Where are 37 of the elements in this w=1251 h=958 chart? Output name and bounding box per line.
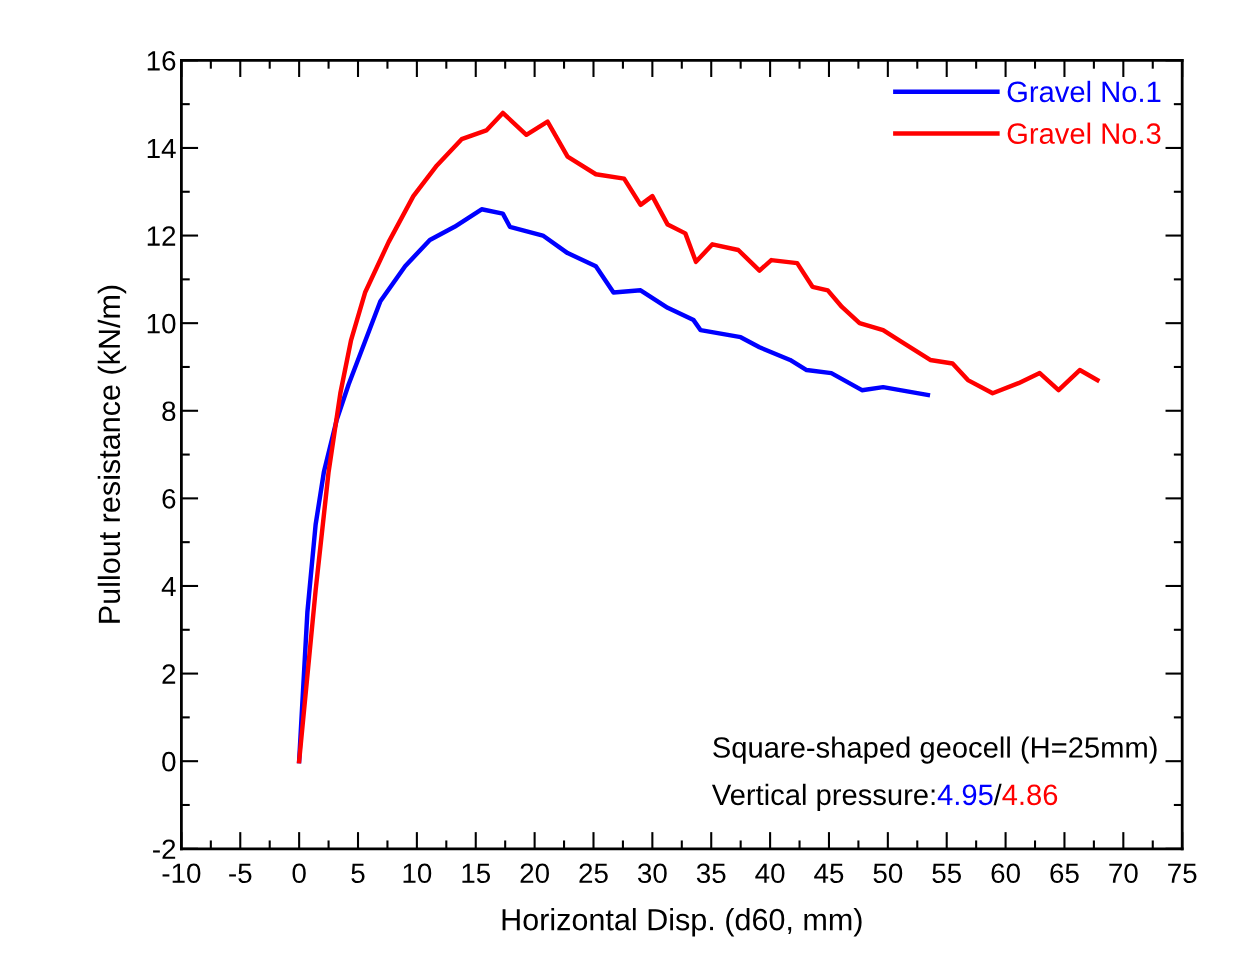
x-tick-label: 25: [579, 863, 608, 884]
x-tick-label: -10: [162, 863, 201, 884]
annotation: Vertical pressure:: [711, 783, 935, 811]
x-tick-label: 10: [403, 863, 432, 884]
y-tick-label: 12: [147, 226, 176, 246]
y-tick-label: 14: [147, 138, 176, 159]
x-tick-label: 20: [520, 863, 549, 884]
y-tick-label: -2: [153, 839, 176, 859]
x-tick-label: 15: [462, 863, 491, 884]
x-tick-label: 5: [351, 863, 365, 884]
y-tick-label: 4: [161, 576, 176, 597]
x-tick-label: 35: [696, 863, 726, 884]
y-tick-label: 6: [162, 489, 176, 509]
y-tick-label: 10: [147, 313, 176, 334]
x-tick-label: 30: [637, 863, 667, 884]
x-tick-label: 55: [932, 863, 961, 884]
annotation: 4.86: [1002, 784, 1058, 806]
y-tick-label: 2: [162, 664, 176, 684]
x-tick-label: 65: [1050, 863, 1079, 884]
x-tick-label: 45: [814, 863, 844, 884]
x-tick-label: 0: [292, 863, 306, 884]
y-axis-title: Pullout resistance (kN/m): [97, 285, 127, 623]
annotation: /: [993, 783, 1002, 806]
legend-label: Gravel No.1: [1007, 80, 1161, 103]
x-tick-label: 50: [873, 863, 903, 884]
legend-label: Gravel No.3: [1007, 122, 1161, 144]
annotation: Square-shaped geocell (H=25mm): [713, 736, 1157, 764]
y-tick-label: 0: [162, 751, 176, 772]
x-tick-label: 60: [991, 863, 1020, 884]
y-tick-label: 16: [147, 51, 176, 71]
x-axis-title: Horizontal Disp. (d60, mm): [502, 908, 862, 937]
x-tick-label: -5: [229, 863, 252, 884]
x-tick-label: 70: [1109, 863, 1138, 884]
x-tick-label: 40: [755, 863, 785, 884]
annotation: 4.95: [937, 784, 993, 806]
x-tick-label: 75: [1168, 863, 1197, 884]
y-tick-label: 8: [162, 401, 176, 422]
